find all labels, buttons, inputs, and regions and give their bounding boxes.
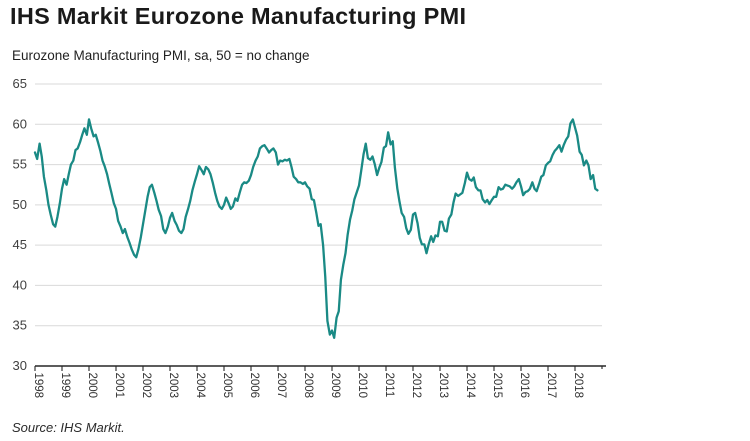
svg-text:2003: 2003 [167, 373, 179, 399]
svg-text:30: 30 [13, 358, 27, 373]
svg-text:2007: 2007 [275, 373, 287, 399]
svg-text:55: 55 [13, 157, 27, 172]
svg-text:45: 45 [13, 237, 27, 252]
svg-text:2002: 2002 [140, 373, 152, 399]
svg-text:2000: 2000 [86, 373, 98, 399]
svg-text:2005: 2005 [221, 373, 233, 399]
svg-text:2015: 2015 [491, 373, 503, 399]
svg-text:2017: 2017 [545, 373, 557, 399]
svg-text:2008: 2008 [302, 373, 314, 399]
svg-text:2010: 2010 [356, 373, 368, 399]
svg-text:2014: 2014 [464, 373, 476, 399]
svg-text:2001: 2001 [113, 373, 125, 399]
svg-text:2006: 2006 [248, 373, 260, 399]
svg-text:60: 60 [13, 116, 27, 131]
svg-text:2004: 2004 [194, 373, 206, 399]
svg-text:65: 65 [13, 76, 27, 91]
svg-text:35: 35 [13, 318, 27, 333]
svg-text:1998: 1998 [32, 373, 44, 399]
svg-text:2013: 2013 [437, 373, 449, 399]
svg-text:2018: 2018 [572, 373, 584, 399]
svg-text:2012: 2012 [410, 373, 422, 399]
svg-text:1999: 1999 [59, 373, 71, 399]
svg-text:50: 50 [13, 197, 27, 212]
svg-text:2009: 2009 [329, 373, 341, 399]
svg-text:40: 40 [13, 277, 27, 292]
svg-text:2011: 2011 [383, 373, 395, 398]
svg-text:2016: 2016 [518, 373, 530, 399]
